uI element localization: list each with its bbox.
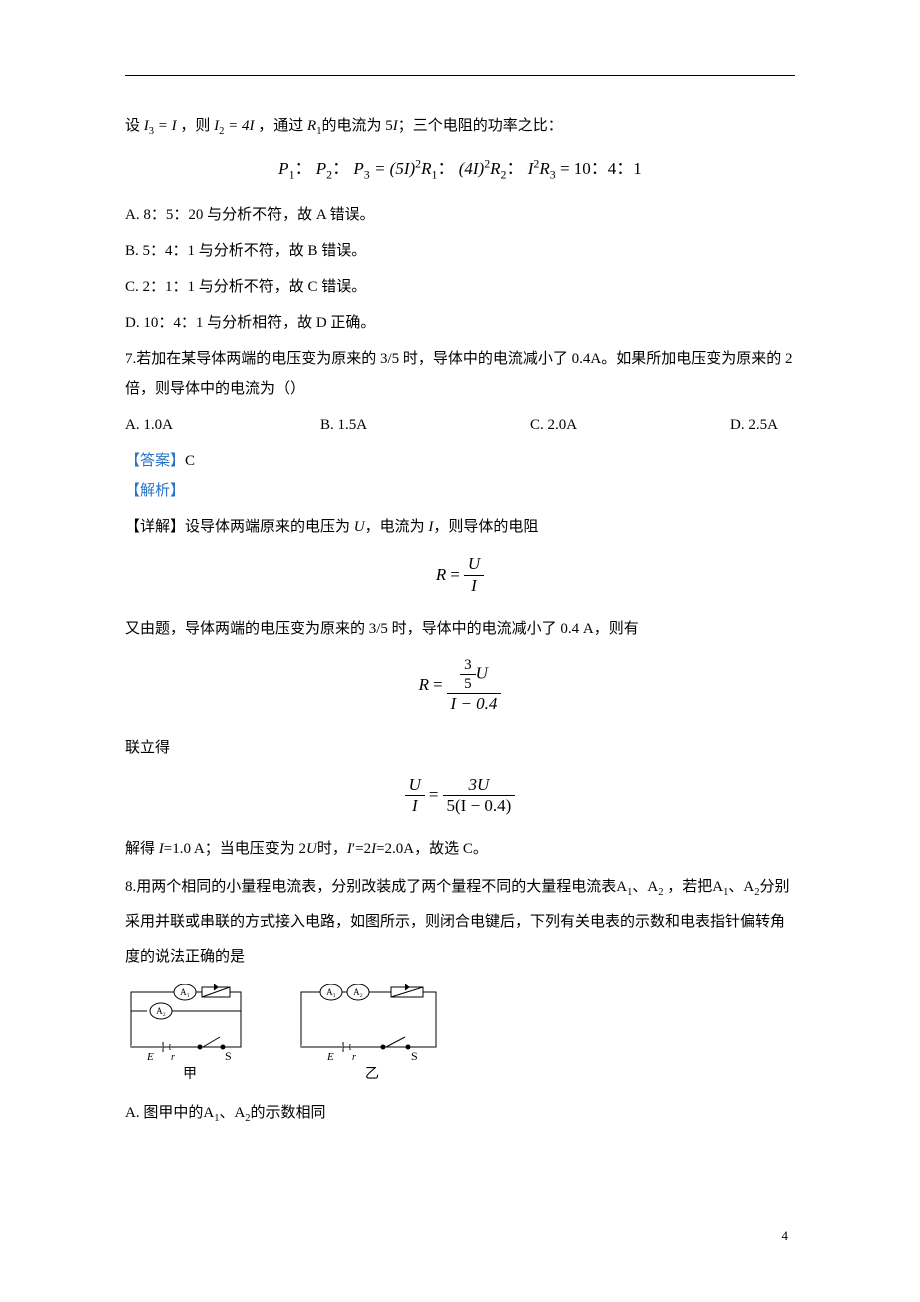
circuit-diagrams: A₁ A₂ E r S 甲 <box>125 984 795 1084</box>
q7-opt-a: A. 1.0A <box>125 410 320 440</box>
opt-c-analysis: C. 2：1：1 与分析不符，故 C 错误。 <box>125 272 795 302</box>
svg-text:乙: 乙 <box>365 1066 379 1082</box>
svg-text:r: r <box>352 1052 356 1063</box>
svg-text:甲: 甲 <box>183 1067 197 1082</box>
svg-text:A₂: A₂ <box>353 987 363 997</box>
page-number: 4 <box>782 1228 789 1244</box>
q7-detail-4: 解得 I=1.0 A；当电压变为 2U时，I′=2I=2.0A，故选 C。 <box>125 834 795 864</box>
q8-text: 8.用两个相同的小量程电流表，分别改装成了两个量程不同的大量程电流表A1、A2 … <box>125 870 795 974</box>
page-rule <box>125 75 795 76</box>
svg-text:A₂: A₂ <box>156 1006 166 1016</box>
q7-opt-d: D. 2.5A <box>730 410 795 440</box>
formula-power-ratio: P1： P2： P3 = (5I)2R1： (4I)2R2： I2R3 = 10… <box>125 154 795 182</box>
formula-r-ui: R = UI <box>125 554 795 596</box>
q7-text: 7.若加在某导体两端的电压变为原来的 3/5 时，导体中的电流减小了 0.4A。… <box>125 344 795 404</box>
q8-opt-a: A. 图甲中的A1、A2的示数相同 <box>125 1098 795 1129</box>
circuit-yi: A₁ A₂ E r S 乙 <box>295 984 445 1084</box>
q7-analysis-label: 【解析】 <box>125 476 795 506</box>
svg-text:r: r <box>171 1052 175 1063</box>
svg-text:S: S <box>411 1049 418 1063</box>
opt-d-analysis: D. 10：4：1 与分析相符，故 D 正确。 <box>125 308 795 338</box>
q7-options: A. 1.0A B. 1.5A C. 2.0A D. 2.5A <box>125 410 795 440</box>
circuit-jia: A₁ A₂ E r S 甲 <box>125 984 255 1084</box>
q7-opt-b: B. 1.5A <box>320 410 530 440</box>
formula-eq3: UI = 3U5(I − 0.4) <box>125 775 795 817</box>
q7-opt-c: C. 2.0A <box>530 410 730 440</box>
intro-line: 设 I3 = I ，则 I2 = 4I ，通过 R1的电流为 5I；三个电阻的功… <box>125 111 795 142</box>
svg-text:S: S <box>225 1049 232 1063</box>
svg-text:E: E <box>146 1051 154 1063</box>
opt-a-analysis: A. 8：5：20 与分析不符，故 A 错误。 <box>125 200 795 230</box>
formula-r2: R = 35U I − 0.4 <box>125 656 795 714</box>
svg-text:A₁: A₁ <box>180 987 190 997</box>
svg-text:E: E <box>326 1051 334 1063</box>
q7-answer: 【答案】C <box>125 446 795 476</box>
q7-detail-1: 【详解】设导体两端原来的电压为 U，电流为 I，则导体的电阻 <box>125 512 795 542</box>
q7-detail-3: 联立得 <box>125 733 795 763</box>
opt-b-analysis: B. 5：4：1 与分析不符，故 B 错误。 <box>125 236 795 266</box>
svg-text:A₁: A₁ <box>326 987 336 997</box>
q7-detail-2: 又由题，导体两端的电压变为原来的 3/5 时，导体中的电流减小了 0.4 A，则… <box>125 614 795 644</box>
